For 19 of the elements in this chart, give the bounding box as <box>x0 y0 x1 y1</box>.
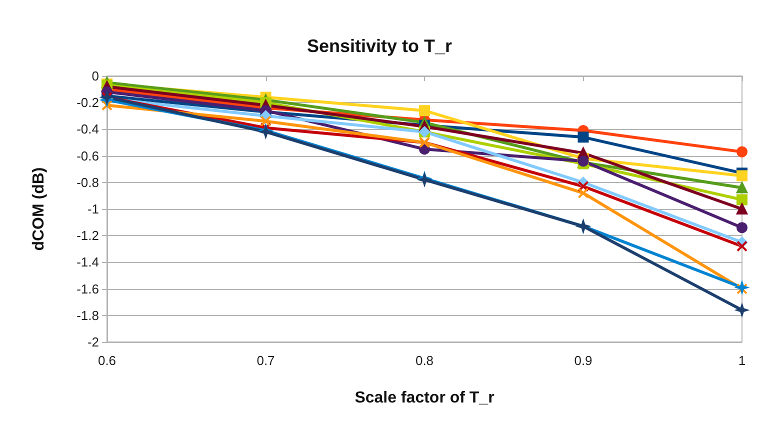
x-tick-label: 0.7 <box>256 353 275 368</box>
y-tick-label: -1.4 <box>76 254 99 270</box>
y-tick-label: -0.4 <box>76 122 99 137</box>
y-axis-title: dCOM (dB) <box>30 167 48 251</box>
y-tick-label: -2 <box>87 334 99 350</box>
y-tick-label: -0.6 <box>76 148 99 164</box>
x-tick-label: 0.8 <box>415 353 434 368</box>
y-tick-label: -1 <box>87 202 99 216</box>
y-tick-label: -1.2 <box>76 228 99 244</box>
y-tick-label: -1.8 <box>76 308 99 323</box>
x-tick-label: 0.9 <box>574 353 592 368</box>
chart-title: Sensitivity to T_r <box>306 36 452 56</box>
y-tick-label: -1.6 <box>76 281 99 296</box>
y-tick-label: -0.2 <box>76 95 99 110</box>
y-tick-label: 0 <box>92 68 99 84</box>
x-tick-label: 1 <box>738 353 746 368</box>
x-axis-title: Scale factor of T_r <box>354 390 494 406</box>
y-tick-label: -0.8 <box>76 174 99 190</box>
x-tick-label: 0.6 <box>98 353 116 368</box>
